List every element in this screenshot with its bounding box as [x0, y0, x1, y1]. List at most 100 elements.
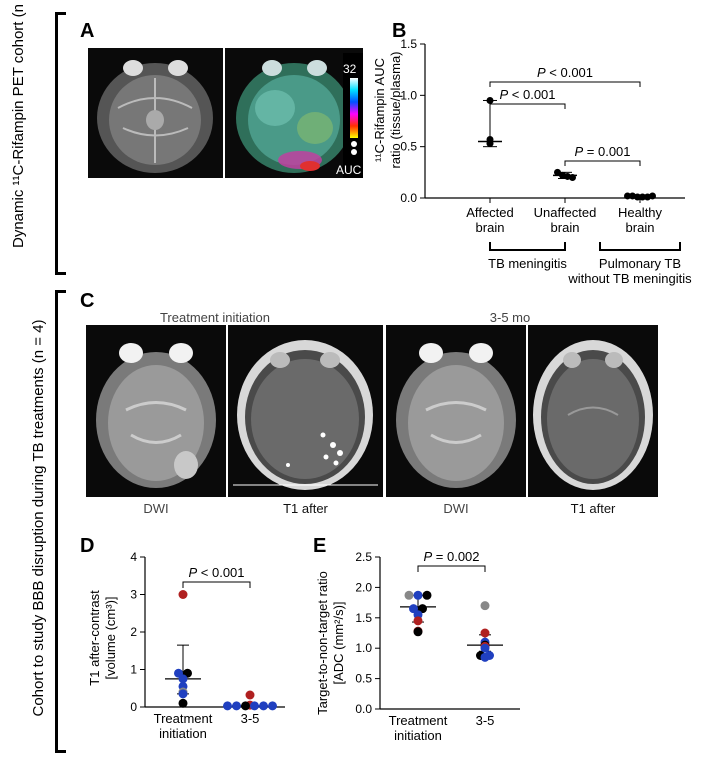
- d-data-point: [259, 701, 268, 711]
- pet-overlay-image: [225, 48, 363, 178]
- e-data-point: [413, 590, 423, 600]
- b-x-tick-label-line2: brain: [476, 220, 505, 235]
- d-y-tick-label: 1: [130, 663, 137, 677]
- b-comparison-bracket: [489, 81, 641, 87]
- bbb-cohort-text: Cohort to study BBB disruption during TB…: [30, 319, 47, 717]
- b-comparison-label: P = 0.001: [574, 144, 630, 159]
- panel-a-letter: A: [80, 20, 95, 42]
- panel-e-letter: E: [313, 535, 327, 557]
- b-y-tick-label: 0.0: [400, 191, 417, 205]
- e-comparison-label: P = 0.002: [423, 549, 479, 564]
- b-group-label-tb: TB meningitis: [488, 256, 567, 271]
- time-3-5-mo: 3-5 mo: [489, 310, 531, 325]
- b-x-tick-label-line2: brain: [551, 220, 580, 235]
- b-comparison-label: P < 0.001: [499, 87, 555, 102]
- b-data-point: [486, 140, 494, 148]
- caption-t1-initial: T1 after: [283, 501, 328, 516]
- caption-t1-followup: T1 after: [570, 501, 616, 516]
- b-data-point: [486, 96, 494, 104]
- e-x-tick-label-line2: initiation: [394, 728, 442, 743]
- e-data-point: [404, 590, 414, 600]
- d-x-tick-label-line1: 3-5: [241, 711, 260, 726]
- e-y-tick-label: 1.5: [355, 611, 372, 625]
- b-comparison-bracket: [489, 103, 566, 109]
- b-comparison-label: P < 0.001: [537, 65, 593, 80]
- t1-image-followup: [528, 325, 658, 497]
- d-data-point: [241, 701, 250, 711]
- e-y-tick-label: 2.0: [355, 580, 372, 594]
- b-comparison-bracket: [564, 160, 641, 166]
- e-data-point: [480, 601, 490, 611]
- b-group-bracket-tb: [489, 242, 566, 251]
- panel-b-ylabel-line1: ¹¹C-Rifampin AUC: [372, 58, 387, 163]
- d-comparison-bracket: [182, 581, 251, 588]
- dwi-image-initial: [86, 325, 226, 497]
- e-data-point: [480, 643, 490, 653]
- e-y-tick-label: 0.0: [355, 702, 372, 716]
- time-treatment-initiation: Treatment initiation: [159, 310, 271, 325]
- d-data-point: [223, 701, 232, 711]
- e-y-tick-label: 2.5: [355, 550, 372, 564]
- panel-d-letter: D: [80, 535, 95, 557]
- d-data-point: [178, 590, 188, 599]
- e-data-point: [480, 628, 490, 638]
- d-y-tick-label: 0: [130, 700, 137, 714]
- caption-dwi-initial: DWI: [143, 501, 169, 516]
- b-y-tick-label: 0.5: [400, 140, 417, 154]
- d-data-point: [178, 689, 188, 699]
- b-data-point: [634, 193, 641, 201]
- b-x-tick-label-line1: Healthy: [618, 205, 663, 220]
- b-y-tick-label: 1.0: [400, 88, 417, 102]
- d-y-tick-label: 2: [130, 625, 137, 639]
- d-x-tick-label-line1: Treatment: [154, 711, 213, 726]
- scale-unit-label: AUC: [336, 163, 362, 177]
- bbb-cohort-label: Cohort to study BBB disruption during TB…: [30, 298, 50, 738]
- pet-cohort-text: Dynamic ¹¹C-Rifampin PET cohort (n = 12): [10, 0, 27, 248]
- dwi-image-followup: [386, 325, 526, 497]
- color-scale-bar: [350, 78, 358, 155]
- d-comparison-label: P < 0.001: [188, 565, 244, 580]
- d-data-point: [178, 698, 188, 708]
- b-group-bracket-pulm: [599, 242, 681, 251]
- b-group-label-pulm-line1: Pulmonary TB: [599, 256, 681, 271]
- b-data-point: [639, 193, 646, 201]
- e-data-point: [480, 652, 490, 662]
- d-x-tick-label-line2: initiation: [159, 726, 207, 741]
- b-x-tick-label-line2: brain: [626, 220, 655, 235]
- d-data-point: [250, 701, 259, 711]
- b-y-tick-label: 1.5: [400, 37, 417, 51]
- b-group-label-pulm-line2: without TB meningitis: [567, 271, 692, 286]
- b-x-tick-label-line1: Affected: [466, 205, 513, 220]
- panel-c-letter: C: [80, 290, 95, 312]
- panel-b-letter: B: [392, 20, 407, 42]
- t1-image-initial: [228, 325, 383, 497]
- d-y-tick-label: 3: [130, 588, 137, 602]
- panel-d-ylabel-line1: T1 after-contrast: [87, 590, 102, 686]
- e-y-tick-label: 1.0: [355, 641, 372, 655]
- scale-max-label: 32: [343, 62, 357, 76]
- pet-cohort-bracket: [55, 12, 66, 275]
- b-x-tick-label-line1: Unaffected: [534, 205, 597, 220]
- e-data-point: [413, 627, 423, 637]
- b-data-point: [649, 192, 656, 200]
- e-comparison-bracket: [417, 565, 486, 572]
- d-data-point: [178, 674, 188, 684]
- d-data-point: [232, 701, 241, 711]
- b-data-point: [624, 192, 631, 200]
- e-x-tick-label-line1: Treatment: [389, 713, 448, 728]
- e-x-tick-label-line1: 3-5: [476, 713, 495, 728]
- d-data-point: [268, 701, 277, 711]
- caption-dwi-followup: DWI: [443, 501, 469, 516]
- b-data-point: [554, 168, 561, 176]
- b-data-point: [569, 173, 576, 181]
- pet-cohort-label: Dynamic ¹¹C-Rifampin PET cohort (n = 12): [10, 0, 50, 248]
- bbb-cohort-bracket: [55, 290, 66, 753]
- d-data-point: [245, 690, 255, 700]
- panel-e-ylabel-line1: Target-to-non-target ratio: [315, 571, 330, 715]
- e-data-point: [422, 590, 432, 600]
- e-y-tick-label: 0.5: [355, 672, 372, 686]
- pet-mri-image: [88, 48, 223, 178]
- e-data-point: [413, 616, 423, 626]
